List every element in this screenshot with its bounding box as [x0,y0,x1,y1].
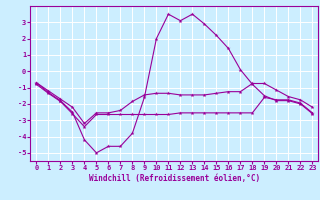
X-axis label: Windchill (Refroidissement éolien,°C): Windchill (Refroidissement éolien,°C) [89,174,260,183]
